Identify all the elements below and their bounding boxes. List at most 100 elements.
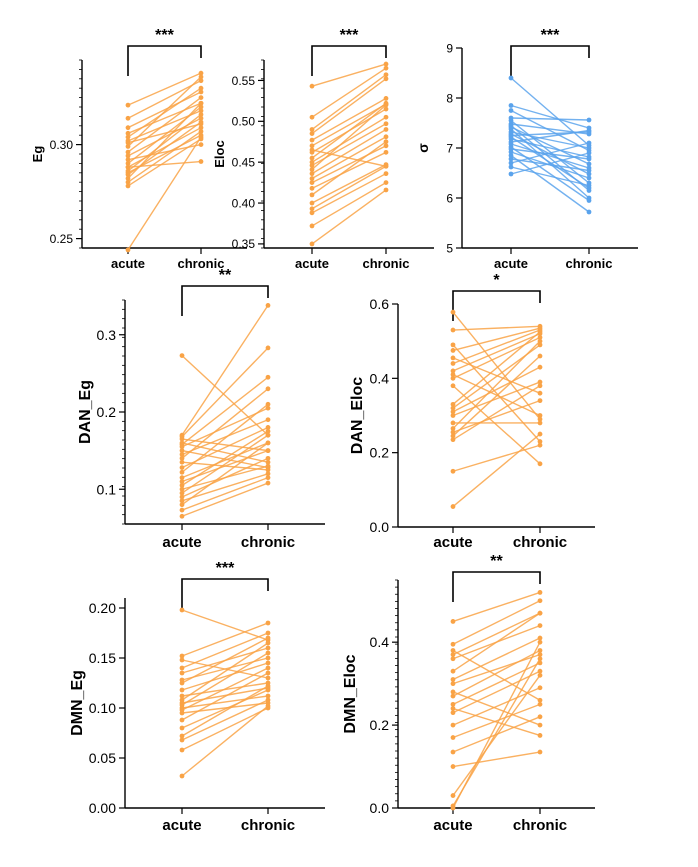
significance-bracket	[127, 45, 202, 76]
data-point-acute	[508, 153, 514, 158]
series-line	[510, 104, 590, 129]
data-point-chronic	[265, 432, 271, 438]
y-tick-label: 0.4	[370, 370, 390, 386]
data-point-chronic	[383, 127, 389, 132]
y-axis-label: DMN_Eg	[69, 670, 86, 736]
data-point-acute	[450, 668, 456, 674]
data-point-chronic	[265, 374, 271, 380]
data-point-chronic	[586, 183, 592, 188]
series-line	[452, 707, 541, 737]
series-line	[452, 649, 541, 701]
series-line	[452, 600, 541, 645]
x-category-label-acute: acute	[162, 534, 201, 551]
data-point-chronic	[586, 145, 592, 151]
data-point-acute	[450, 309, 456, 315]
data-point-acute	[179, 465, 185, 471]
series-line	[181, 632, 269, 669]
y-axis-label: DMN_Eloc	[342, 654, 359, 733]
significance-label: ***	[216, 560, 235, 577]
series-line	[311, 141, 387, 196]
series-line	[127, 72, 202, 106]
y-tick-label: 0.0	[370, 800, 390, 816]
series-line	[127, 102, 202, 134]
data-point-acute	[450, 805, 456, 811]
data-point-chronic	[537, 652, 543, 658]
data-point-chronic	[586, 209, 592, 215]
panel-dmn-eloc: 0.0 0.2 0.4 acute chronic DMN_Eloc **	[342, 553, 595, 834]
series-line	[181, 702, 269, 714]
data-point-chronic	[265, 660, 271, 666]
data-point-chronic	[265, 405, 271, 411]
data-point-acute	[450, 433, 456, 439]
data-point-acute	[450, 348, 456, 353]
y-tick-label: 0.10	[89, 700, 116, 716]
panel-dan-eloc: 0.0 0.2 0.4 0.6 acute chronic DAN_Eloc *	[349, 272, 595, 551]
y-axis-label: DAN_Eg	[77, 380, 94, 444]
data-point-acute	[179, 475, 185, 481]
series-line	[452, 381, 541, 417]
y-tick-label: 0.00	[89, 800, 116, 816]
x-category-label-chronic: chronic	[513, 534, 567, 551]
data-point-chronic	[265, 670, 271, 676]
data-point-chronic	[537, 598, 543, 604]
data-point-acute	[450, 677, 456, 682]
series-line	[452, 327, 541, 352]
data-point-acute	[508, 133, 514, 138]
data-point-chronic	[265, 386, 271, 392]
series-line	[452, 641, 541, 809]
y-tick-label: 0.15	[89, 650, 116, 666]
y-axis-label: DAN_Eloc	[349, 377, 366, 454]
data-point-chronic	[537, 416, 543, 422]
data-point-acute	[508, 160, 514, 166]
data-point-chronic	[586, 117, 592, 123]
series-line	[311, 172, 387, 214]
data-point-chronic	[265, 480, 271, 486]
series-line	[311, 67, 387, 118]
y-tick-label: 8	[446, 91, 453, 105]
data-point-acute	[179, 452, 185, 457]
series-line	[510, 148, 590, 160]
data-point-acute	[179, 513, 185, 519]
data-point-chronic	[537, 635, 543, 641]
data-point-acute	[450, 468, 456, 474]
series-line	[181, 637, 269, 684]
data-point-chronic	[265, 687, 271, 693]
data-point-acute	[309, 131, 315, 136]
data-point-acute	[179, 479, 185, 484]
series-line	[452, 355, 541, 437]
data-point-acute	[309, 83, 315, 89]
series-line	[452, 433, 541, 508]
significance-label: ***	[541, 27, 560, 44]
data-point-chronic	[586, 156, 592, 162]
data-point-chronic	[198, 125, 204, 131]
data-point-acute	[450, 368, 456, 374]
data-point-acute	[125, 134, 131, 140]
data-point-acute	[508, 103, 514, 108]
y-tick-label: 0.30	[50, 138, 74, 152]
series-line	[127, 123, 202, 144]
series-line	[452, 612, 541, 672]
series-line	[510, 143, 590, 169]
data-point-acute	[309, 223, 315, 229]
data-point-chronic	[265, 650, 271, 656]
data-point-acute	[309, 180, 315, 186]
data-point-acute	[179, 747, 185, 753]
data-point-acute	[450, 426, 456, 431]
data-point-chronic	[537, 639, 543, 645]
series-line	[311, 116, 387, 163]
data-point-chronic	[265, 448, 271, 454]
data-point-acute	[508, 118, 514, 123]
data-point-acute	[179, 680, 185, 686]
data-point-acute	[450, 361, 456, 366]
series-line	[452, 329, 541, 365]
series-line	[127, 91, 202, 129]
data-point-chronic	[265, 440, 271, 446]
data-point-chronic	[198, 89, 204, 95]
series-line	[181, 652, 269, 706]
panel-eloc: 0.35 0.40 0.45 0.50 0.55 acute chronic Eloc ***	[212, 27, 434, 271]
data-point-acute	[125, 130, 131, 136]
data-point-acute	[450, 413, 456, 418]
data-point-chronic	[265, 471, 271, 477]
data-point-acute	[450, 429, 456, 435]
